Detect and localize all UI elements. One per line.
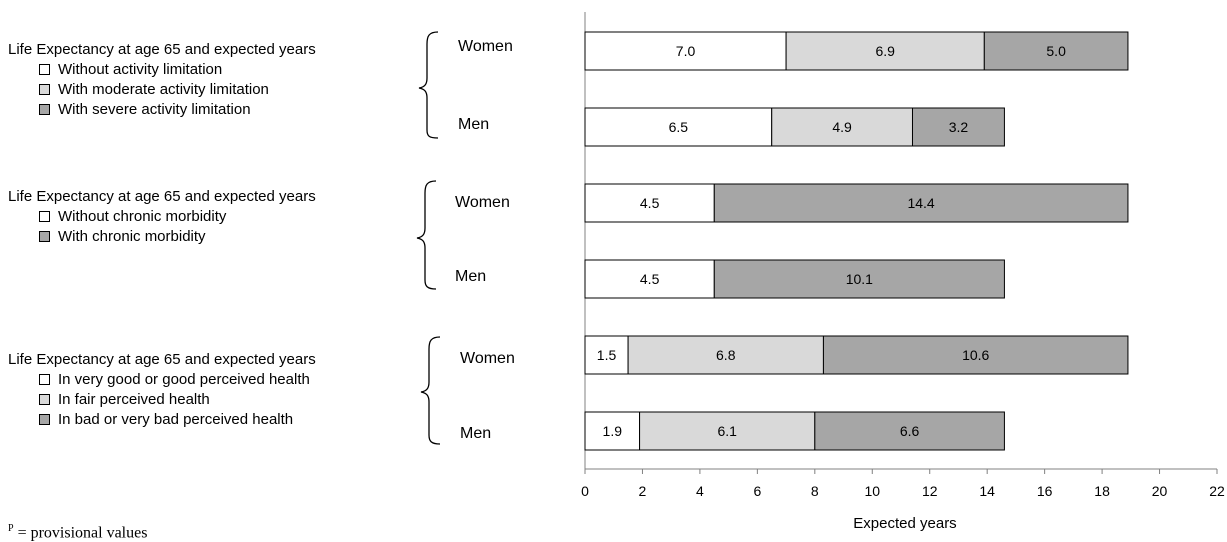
- legend-swatch: [39, 104, 50, 115]
- bar-segment: [584, 107, 773, 147]
- bar-value-label: 6.9: [875, 43, 895, 59]
- legend-title: Life Expectancy at age 65 and expected y…: [8, 41, 316, 58]
- bar-segment: [584, 31, 787, 71]
- x-tick-label: 16: [1037, 483, 1053, 499]
- legend-title: Life Expectancy at age 65 and expected y…: [8, 188, 316, 205]
- bar-value-label: 3.2: [949, 119, 969, 135]
- bar-segment: [771, 107, 913, 147]
- legend-swatch: [39, 231, 50, 242]
- bar-segment: [814, 411, 1005, 451]
- bar-value-label: 6.5: [669, 119, 689, 135]
- bar-value-label: 1.9: [603, 423, 623, 439]
- x-tick-label: 0: [581, 483, 589, 499]
- bar-value-label: 6.1: [717, 423, 737, 439]
- legend-label: With moderate activity limitation: [58, 81, 269, 98]
- legend-item: In very good or good perceived health: [8, 370, 316, 390]
- legend-chronic-morbidity: Life Expectancy at age 65 and expected y…: [8, 187, 316, 247]
- bar-value-label: 10.1: [846, 271, 873, 287]
- bar-segment: [983, 31, 1129, 71]
- bar-category-label: Women: [458, 38, 513, 55]
- bar-segment: [713, 259, 1005, 299]
- footnote-text: = provisional values: [17, 524, 148, 542]
- x-tick-label: 10: [864, 483, 880, 499]
- bar-segment: [627, 335, 824, 375]
- legend-perceived-health: Life Expectancy at age 65 and expected y…: [8, 350, 316, 430]
- x-tick-label: 6: [753, 483, 761, 499]
- bar-segment: [584, 259, 715, 299]
- x-tick-label: 4: [696, 483, 704, 499]
- x-tick-label: 22: [1209, 483, 1225, 499]
- legend-item: In bad or very bad perceived health: [8, 410, 316, 430]
- x-tick-label: 8: [811, 483, 819, 499]
- footnote-marker: P: [8, 523, 14, 534]
- legend-label: In fair perceived health: [58, 391, 210, 408]
- legend-item: With chronic morbidity: [8, 227, 316, 247]
- x-tick-label: 14: [979, 483, 995, 499]
- bar-value-label: 6.6: [900, 423, 920, 439]
- legend-swatch: [39, 374, 50, 385]
- footnote: P = provisional values: [8, 523, 147, 542]
- x-axis-label: Expected years: [853, 515, 956, 532]
- bar-segment: [584, 335, 629, 375]
- bar-segment: [911, 107, 1005, 147]
- bar-value-label: 14.4: [907, 195, 934, 211]
- bar-category-label: Men: [458, 116, 490, 133]
- bar-value-label: 6.8: [716, 347, 736, 363]
- legend-item: Without chronic morbidity: [8, 207, 316, 227]
- x-tick-label: 12: [922, 483, 938, 499]
- bar-value-label: 4.5: [640, 195, 660, 211]
- bar-value-label: 7.0: [676, 43, 696, 59]
- legend-label: In very good or good perceived health: [58, 371, 310, 388]
- legend-title: Life Expectancy at age 65 and expected y…: [8, 351, 316, 368]
- legend-item: In fair perceived health: [8, 390, 316, 410]
- bar-category-label: Women: [460, 350, 515, 367]
- legend-activity-limitation: Life Expectancy at age 65 and expected y…: [8, 40, 316, 120]
- bar-category-label: Men: [460, 425, 492, 442]
- legend-item: Without activity limitation: [8, 60, 316, 80]
- bar-segment: [785, 31, 985, 71]
- bar-value-label: 4.5: [640, 271, 660, 287]
- legend-swatch: [39, 394, 50, 405]
- bar-segment: [584, 183, 715, 223]
- legend-label: With chronic morbidity: [58, 228, 206, 245]
- bar-segment: [584, 411, 641, 451]
- bar-category-label: Men: [455, 268, 487, 285]
- legend-label: With severe activity limitation: [58, 101, 251, 118]
- legend-swatch: [39, 64, 50, 75]
- legend-swatch: [39, 211, 50, 222]
- bar-value-label: 5.0: [1046, 43, 1066, 59]
- legend-label: Without activity limitation: [58, 61, 223, 78]
- legend-label: In bad or very bad perceived health: [58, 411, 294, 428]
- legend-item: With severe activity limitation: [8, 100, 316, 120]
- bar-segment: [639, 411, 816, 451]
- bar-value-label: 4.9: [832, 119, 852, 135]
- bar-segment: [822, 335, 1129, 375]
- legend-item: With moderate activity limitation: [8, 80, 316, 100]
- legend-label: Without chronic morbidity: [58, 208, 227, 225]
- legend-swatch: [39, 414, 50, 425]
- bar-category-label: Women: [455, 194, 510, 211]
- legend-swatch: [39, 84, 50, 95]
- x-tick-label: 2: [639, 483, 647, 499]
- x-tick-label: 18: [1094, 483, 1110, 499]
- x-tick-label: 20: [1152, 483, 1168, 499]
- bar-value-label: 1.5: [597, 347, 617, 363]
- bar-value-label: 10.6: [962, 347, 989, 363]
- bar-segment: [713, 183, 1129, 223]
